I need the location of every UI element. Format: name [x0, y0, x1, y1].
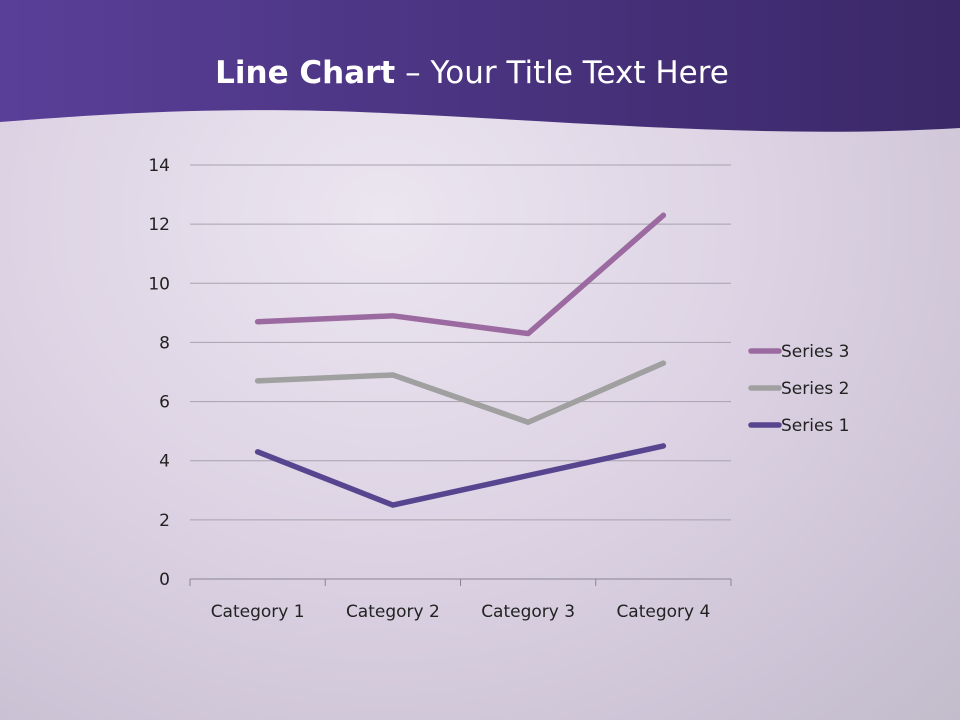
title-rest: – Your Title Text Here: [395, 55, 729, 91]
y-tick-label: 4: [159, 452, 170, 472]
y-tick-label: 12: [148, 215, 170, 235]
y-tick-label: 14: [148, 156, 170, 176]
y-tick-label: 6: [159, 393, 170, 413]
x-tick-label: Category 2: [346, 602, 440, 622]
x-tick-label: Category 4: [616, 602, 710, 622]
legend-label: Series 1: [781, 416, 850, 436]
x-tick-label: Category 1: [211, 602, 305, 622]
header-band: [0, 0, 960, 132]
legend-label: Series 3: [781, 342, 850, 362]
y-tick-label: 8: [159, 333, 170, 353]
series-line-series-2: [254, 360, 667, 426]
slide-title: Line Chart – Your Title Text Here: [0, 55, 944, 91]
y-tick-label: 2: [159, 511, 170, 531]
y-tick-label: 10: [148, 274, 170, 294]
title-bold: Line Chart: [215, 55, 396, 91]
series-line-series-1: [254, 443, 667, 508]
x-tick-label: Category 3: [481, 602, 575, 622]
series-line-series-3: [254, 212, 667, 337]
legend-label: Series 2: [781, 379, 850, 399]
y-tick-label: 0: [159, 570, 170, 590]
